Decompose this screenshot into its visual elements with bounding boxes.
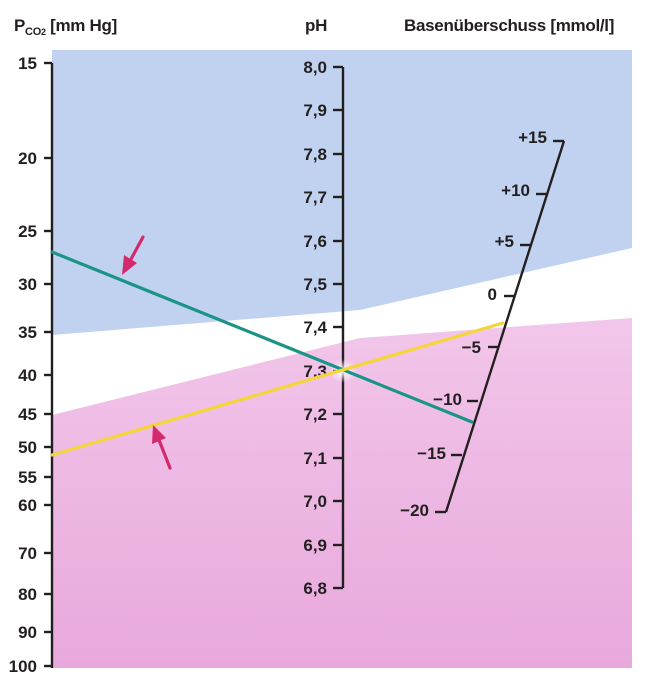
base-excess-axis-title: Basenüberschuss [mmol/l] <box>404 16 615 35</box>
pco2-symbol: P <box>14 16 26 35</box>
ph-tick: 7,2 <box>303 405 327 424</box>
base-excess-tick: +5 <box>495 232 514 251</box>
ph-tick: 8,0 <box>303 58 327 77</box>
base-excess-tick: −15 <box>417 444 446 463</box>
pco2-tick: 70 <box>18 544 37 563</box>
pco2-tick: 15 <box>18 54 37 73</box>
pco2-tick: 30 <box>18 275 37 294</box>
ph-tick: 7,4 <box>303 318 327 337</box>
pco2-axis-title: PCO2 [mm Hg] <box>14 16 117 38</box>
pco2-tick: 100 <box>9 657 37 676</box>
pco2-tick: 55 <box>18 468 37 487</box>
ph-tick: 7,0 <box>303 492 327 511</box>
pco2-tick-labels: 15 20 25 30 35 40 45 50 55 60 70 80 90 1… <box>9 54 37 676</box>
pco2-unit: [mm Hg] <box>50 16 117 35</box>
ph-axis-title: pH <box>305 16 328 35</box>
base-excess-tick: +15 <box>518 128 547 147</box>
pco2-tick: 45 <box>18 405 37 424</box>
pco2-tick: 50 <box>18 438 37 457</box>
ph-tick: 7,5 <box>303 275 327 294</box>
base-excess-tick: +10 <box>501 181 530 200</box>
base-excess-tick: −10 <box>433 390 462 409</box>
base-excess-tick: −5 <box>462 338 481 357</box>
pco2-tick: 40 <box>18 366 37 385</box>
base-excess-tick: 0 <box>488 285 497 304</box>
arrow-marker-upper <box>122 235 145 275</box>
pco2-axis <box>44 61 54 668</box>
ph-tick: 7,7 <box>303 188 327 207</box>
teal-reading-line <box>50 250 474 424</box>
ph-tick: 7,6 <box>303 232 327 251</box>
yellow-reading-line <box>50 321 505 457</box>
pco2-tick: 25 <box>18 222 37 241</box>
arrow-marker-lower <box>152 425 172 470</box>
ph-tick-labels: 8,0 7,9 7,8 7,7 7,6 7,5 7,4 7,3 7,2 7,1 … <box>303 58 327 598</box>
pco2-tick: 35 <box>18 323 37 342</box>
base-excess-tick-labels: +15 +10 +5 0 −5 −10 −15 −20 <box>400 128 547 520</box>
ph-tick: 7,1 <box>303 449 327 468</box>
ph-tick: 7,9 <box>303 101 327 120</box>
base-excess-axis <box>435 139 566 514</box>
pco2-tick: 80 <box>18 585 37 604</box>
base-excess-tick: −20 <box>400 501 429 520</box>
ph-axis <box>333 65 345 590</box>
ph-tick: 6,9 <box>303 536 327 555</box>
ph-tick: 6,8 <box>303 579 327 598</box>
pco2-tick: 60 <box>18 496 37 515</box>
ph-tick: 7,8 <box>303 145 327 164</box>
pco2-tick: 90 <box>18 623 37 642</box>
pco2-subscript: CO2 <box>25 26 46 39</box>
pco2-tick: 20 <box>18 149 37 168</box>
